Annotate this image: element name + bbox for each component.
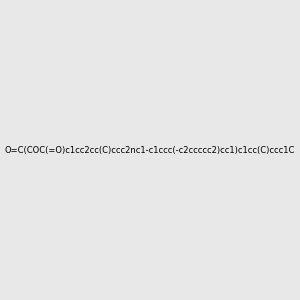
- Text: O=C(COC(=O)c1cc2cc(C)ccc2nc1-c1ccc(-c2ccccc2)cc1)c1cc(C)ccc1C: O=C(COC(=O)c1cc2cc(C)ccc2nc1-c1ccc(-c2cc…: [5, 146, 295, 154]
